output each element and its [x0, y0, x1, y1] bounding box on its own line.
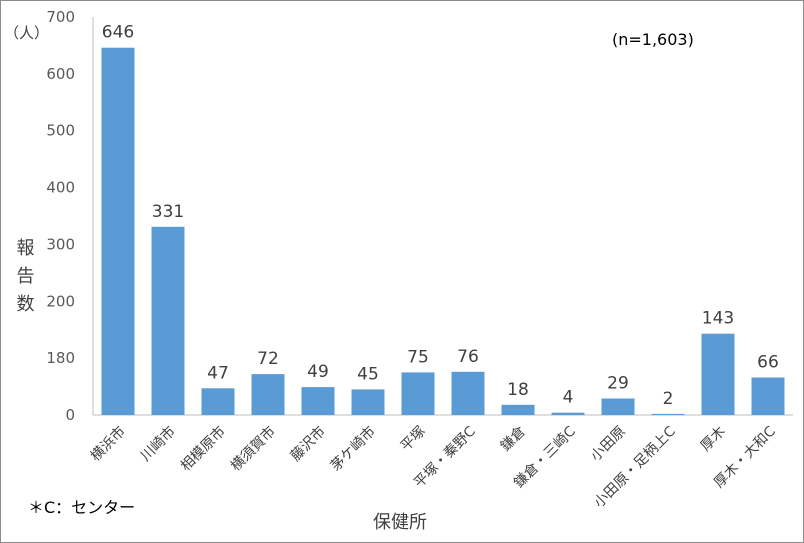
bar — [101, 47, 135, 415]
data-label: 646 — [102, 23, 134, 43]
bar — [201, 388, 235, 415]
x-tick-label: 小田原 — [588, 424, 629, 465]
y-tick-label: 600 — [46, 65, 75, 83]
bar — [651, 413, 685, 415]
data-label: 75 — [407, 347, 429, 367]
data-label: 45 — [357, 364, 379, 384]
y-tick-label: 700 — [46, 8, 75, 26]
data-label: 143 — [702, 309, 734, 329]
data-label: 66 — [757, 353, 779, 373]
y-tick-label: 300 — [46, 235, 75, 253]
data-label: 2 — [663, 389, 674, 409]
x-tick-label: 横須賀市 — [227, 423, 279, 475]
bar — [351, 389, 385, 415]
data-label: 76 — [457, 347, 479, 367]
bar — [601, 398, 635, 415]
x-tick-label: 相模原市 — [177, 423, 229, 475]
y-tick-label: 180 — [46, 349, 75, 367]
bar — [451, 371, 485, 415]
bar — [301, 387, 335, 415]
bar — [251, 374, 285, 415]
data-label: 331 — [152, 202, 184, 222]
data-label: 18 — [507, 380, 529, 400]
x-tick-label: 鎌倉 — [498, 424, 529, 455]
data-label: 29 — [607, 374, 629, 394]
bar — [401, 372, 435, 415]
y-unit-label: （人） — [4, 24, 49, 42]
bar — [701, 333, 735, 415]
x-tick-label: 茅ケ崎市 — [327, 423, 379, 475]
y-tick-label: 200 — [46, 292, 75, 310]
bar — [551, 412, 585, 415]
bar — [501, 404, 535, 415]
bar — [751, 377, 785, 415]
y-tick-label: 0 — [65, 406, 75, 424]
x-axis-label: 保健所 — [373, 512, 427, 533]
data-label: 47 — [207, 363, 229, 383]
x-tick-label: 藤沢市 — [287, 423, 329, 465]
x-tick-label: 平塚 — [398, 424, 429, 455]
y-tick-label: 500 — [46, 122, 75, 140]
x-tick-label: 川崎市 — [137, 423, 179, 465]
footnote: ＊C：センター — [28, 498, 135, 517]
data-label: 49 — [307, 362, 329, 382]
data-label: 4 — [563, 388, 574, 408]
y-axis-label: 報告数 — [14, 238, 35, 322]
data-label: 72 — [257, 349, 279, 369]
x-tick-label: 横浜市 — [87, 423, 129, 465]
sample-size-annotation: (n=1,603) — [612, 30, 694, 49]
bar — [151, 226, 185, 415]
y-tick-label: 400 — [46, 179, 75, 197]
x-tick-label: 厚木 — [698, 424, 729, 455]
